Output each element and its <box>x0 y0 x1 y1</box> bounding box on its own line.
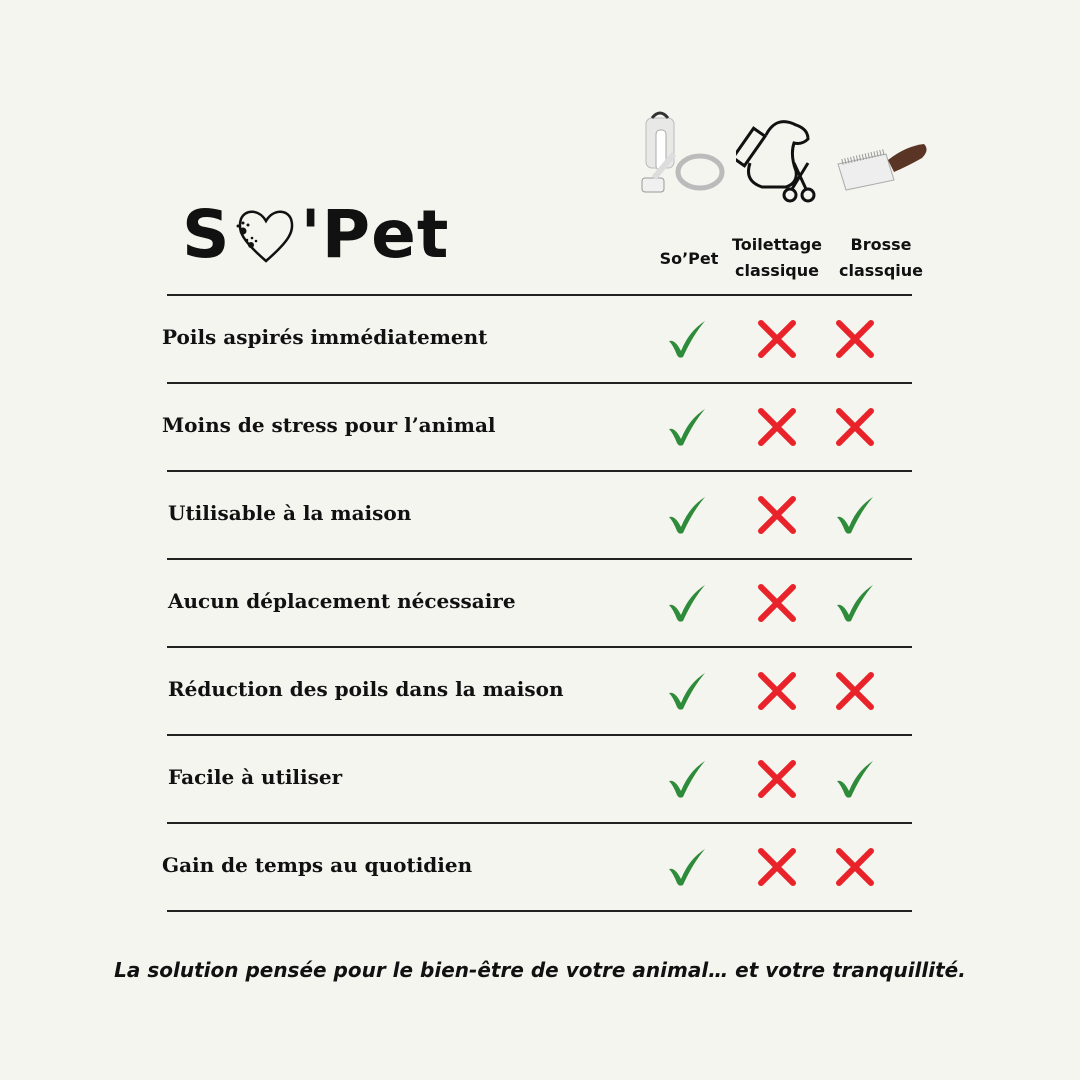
check-icon <box>665 405 709 449</box>
column-label: classqiue <box>839 261 923 280</box>
divider <box>167 646 912 648</box>
check-icon <box>665 845 709 889</box>
cross-icon <box>755 405 799 449</box>
cross-icon <box>755 581 799 625</box>
divider <box>167 294 912 296</box>
row-label: Réduction des poils dans la maison <box>168 677 564 701</box>
check-icon <box>833 757 877 801</box>
cross-icon <box>833 669 877 713</box>
column-header-brosse: Brosse classqiue <box>826 232 936 284</box>
column-label: Brosse <box>850 235 912 254</box>
vacuum-grooming-kit-icon <box>641 111 725 193</box>
slicker-brush-icon <box>837 144 927 191</box>
column-label: Toilettage <box>732 235 822 254</box>
dog-scissors-comb-icon <box>736 120 816 203</box>
check-icon <box>665 581 709 625</box>
check-icon <box>833 493 877 537</box>
check-icon <box>833 581 877 625</box>
column-label: So’Pet <box>659 249 719 268</box>
heart-paw-icon <box>236 210 293 263</box>
divider <box>167 734 912 736</box>
column-header-toilettage: Toilettage classique <box>722 232 832 284</box>
cross-icon <box>833 405 877 449</box>
divider <box>167 382 912 384</box>
check-icon <box>665 493 709 537</box>
divider <box>167 910 912 912</box>
divider <box>167 822 912 824</box>
divider <box>167 558 912 560</box>
cross-icon <box>833 845 877 889</box>
row-label: Facile à utiliser <box>168 765 343 789</box>
cross-icon <box>755 493 799 537</box>
row-label: Aucun déplacement nécessaire <box>168 589 516 613</box>
cross-icon <box>755 669 799 713</box>
logo: S 'Pet <box>182 196 449 273</box>
check-icon <box>665 757 709 801</box>
footer-tagline: La solution pensée pour le bien-être de … <box>114 958 966 982</box>
logo-text-left: S <box>182 196 231 273</box>
row-label: Utilisable à la maison <box>168 501 412 525</box>
cross-icon <box>755 757 799 801</box>
check-icon <box>665 669 709 713</box>
check-icon <box>665 317 709 361</box>
row-label: Poils aspirés immédiatement <box>162 325 488 349</box>
row-label: Gain de temps au quotidien <box>162 853 473 877</box>
cross-icon <box>833 317 877 361</box>
cross-icon <box>755 845 799 889</box>
row-label: Moins de stress pour l’animal <box>162 413 496 437</box>
divider <box>167 470 912 472</box>
logo-text-right: 'Pet <box>300 196 450 273</box>
column-label: classique <box>735 261 819 280</box>
cross-icon <box>755 317 799 361</box>
column-header-sopet: So’Pet <box>634 246 744 272</box>
